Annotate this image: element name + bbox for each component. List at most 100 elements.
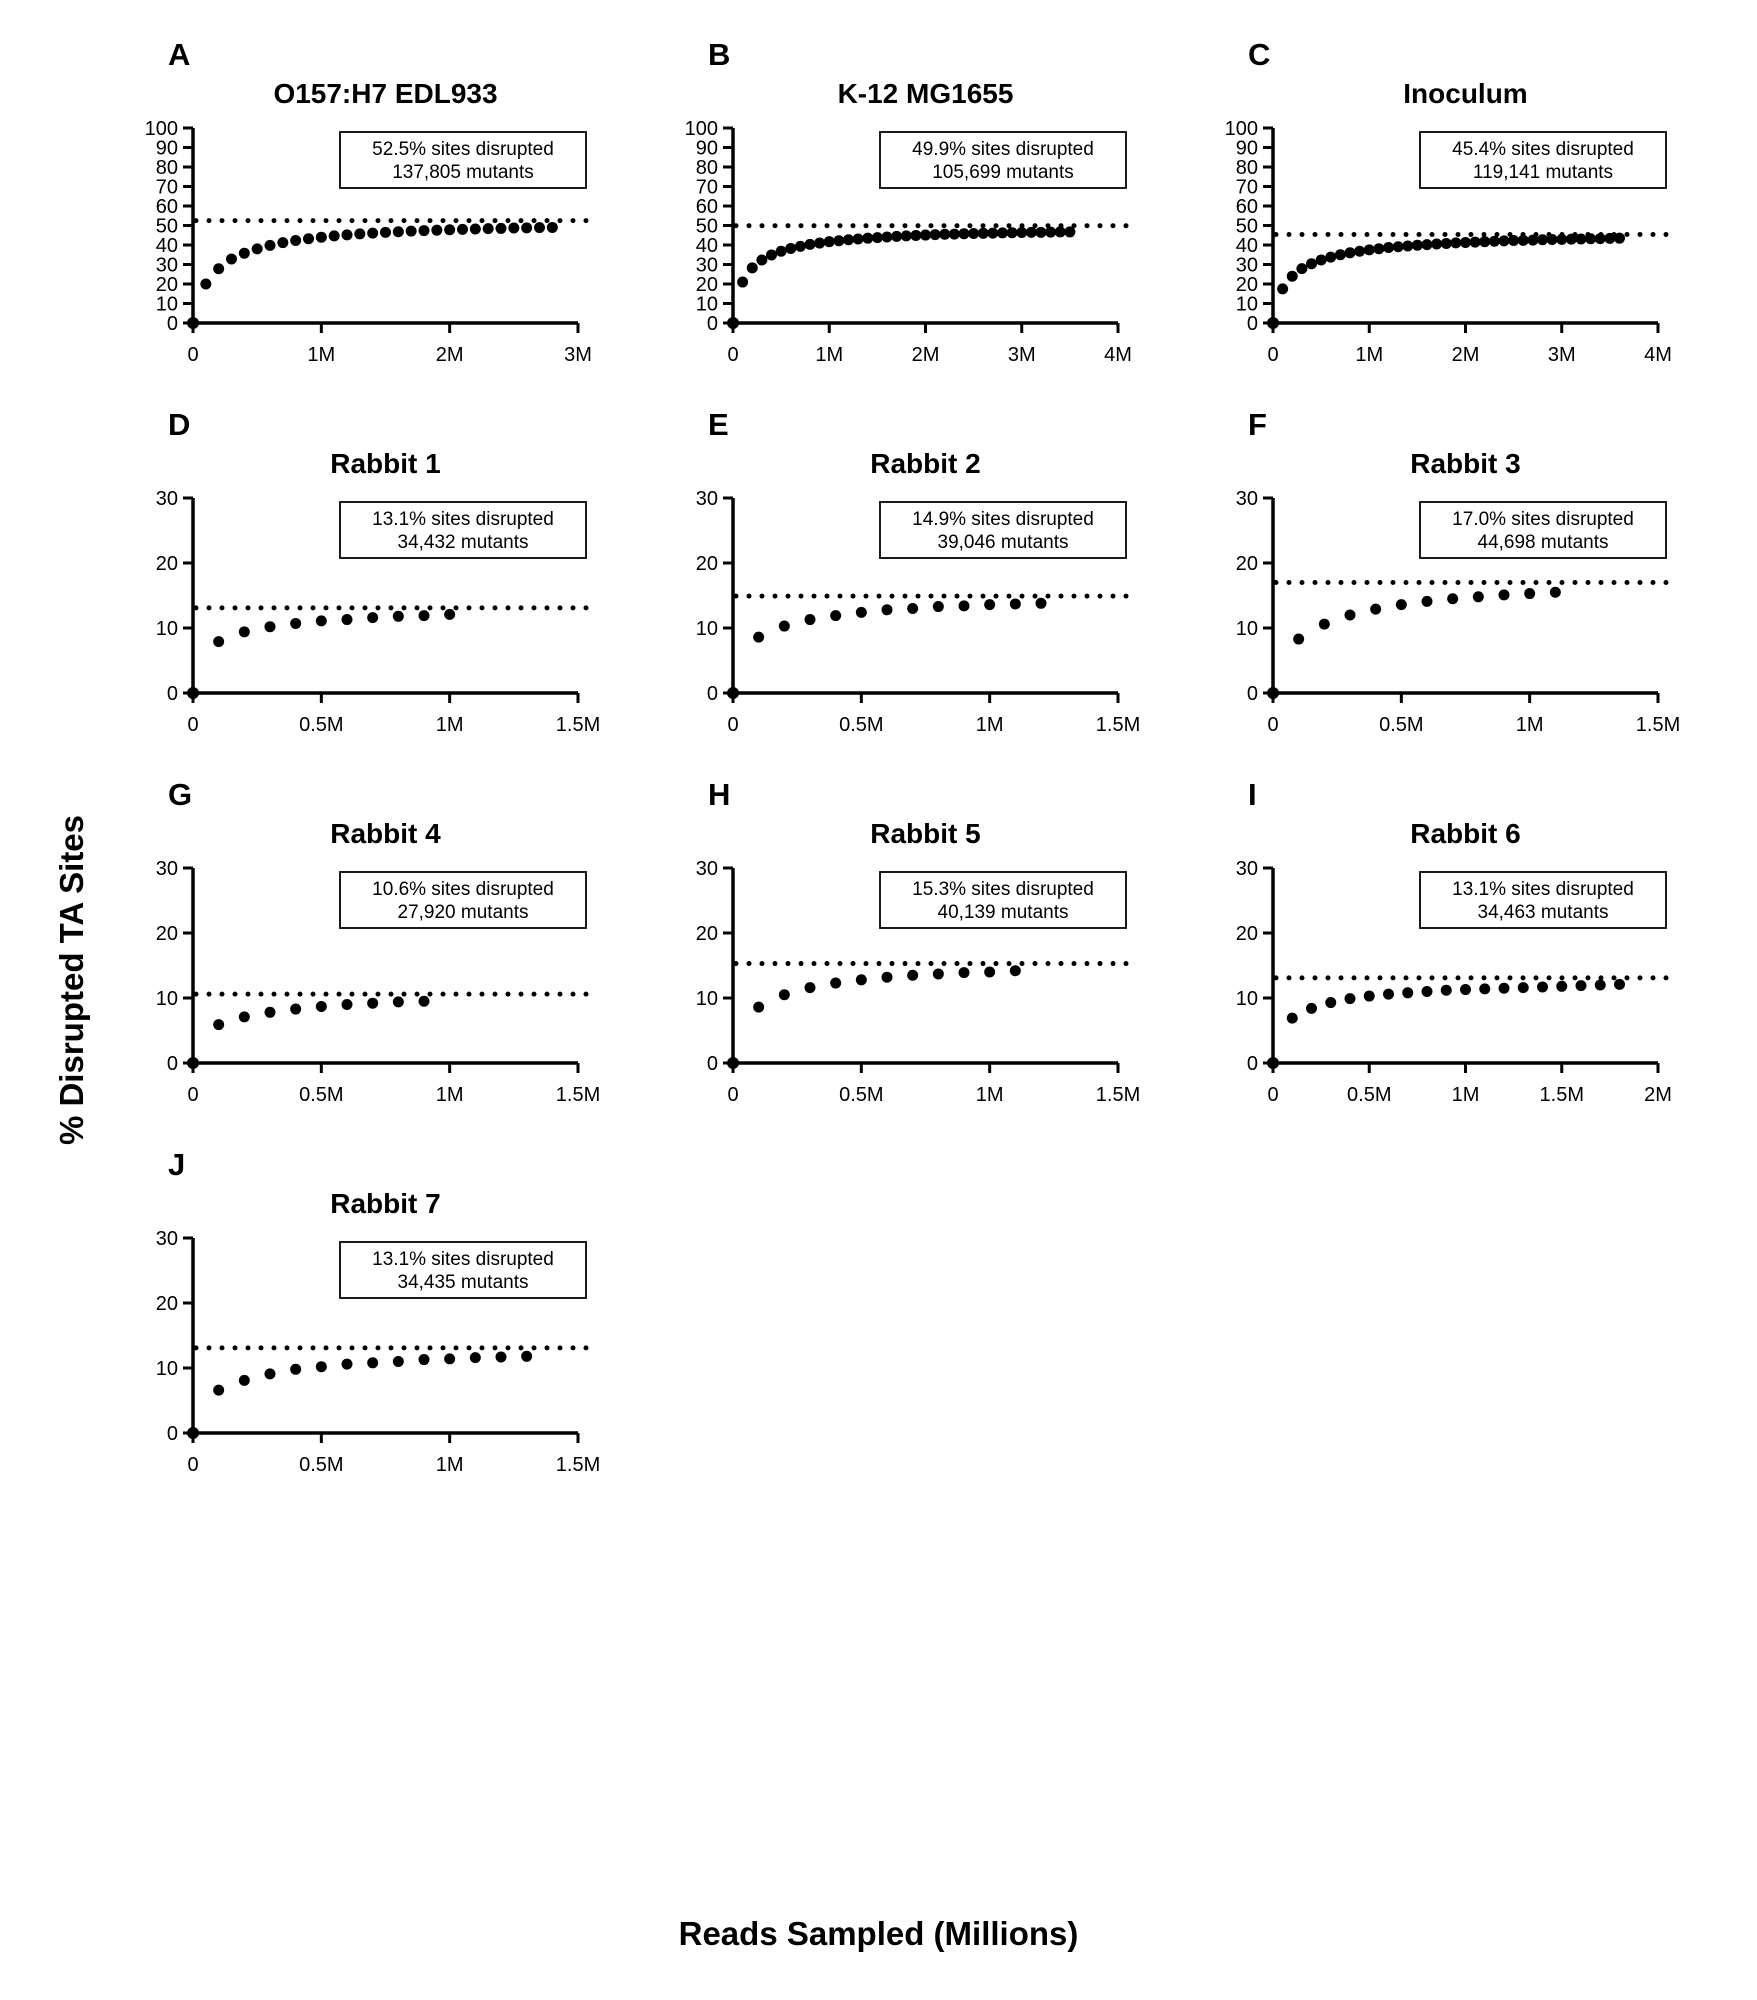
axis-tick-labels: 0 10 20 30 0 0.5M 1M 1.5M — [156, 858, 600, 1106]
y-tick-label: 40 — [696, 235, 718, 257]
annotation-line-2: 44,698 mutants — [1478, 532, 1609, 553]
panel-letter: F — [1248, 407, 1267, 442]
data-points — [1267, 978, 1625, 1069]
panel-title: O157:H7 EDL933 — [273, 78, 498, 109]
panel-title: Inoculum — [1403, 78, 1528, 109]
x-tick-label: 2M — [1644, 1084, 1672, 1106]
x-tick-label: 0.5M — [299, 1084, 343, 1106]
x-tick-label: 0 — [187, 1454, 198, 1476]
data-points — [187, 221, 558, 329]
panel-title: Rabbit 6 — [1410, 818, 1521, 849]
panel-b: B K-12 MG1655 0 10 20 30 40 50 60 70 80 90 100 0 1M 2… — [658, 36, 1198, 374]
y-tick-label: 10 — [1236, 988, 1258, 1010]
panel-title: Rabbit 3 — [1410, 448, 1521, 479]
axis-ticks — [1263, 866, 1660, 1073]
y-tick-label: 20 — [156, 553, 178, 575]
panel-title: Rabbit 5 — [870, 818, 981, 849]
x-tick-label: 2M — [436, 344, 464, 366]
y-tick-label: 80 — [696, 157, 718, 179]
annotation-line-2: 34,435 mutants — [398, 1272, 529, 1293]
panel-f: F Rabbit 3 0 10 20 30 0 0.5M 1M 1.5M 17.0% sites… — [1198, 406, 1738, 744]
x-tick-label: 0.5M — [839, 1084, 883, 1106]
x-tick-label: 0 — [1267, 1084, 1278, 1106]
x-tick-label: 1.5M — [556, 1084, 600, 1106]
panel-title: K-12 MG1655 — [837, 78, 1014, 109]
annotation-line-2: 105,699 mutants — [932, 162, 1074, 183]
scatter-plot-j: 0 10 20 30 0 0.5M 1M 1.5M 13.1% sites disrupted3… — [156, 1228, 600, 1476]
axis-tick-labels: 0 10 20 30 0 0.5M 1M 1.5M — [1236, 488, 1680, 736]
x-tick-label: 1M — [436, 1084, 464, 1106]
y-tick-label: 80 — [156, 157, 178, 179]
x-tick-label: 1.5M — [1540, 1084, 1584, 1106]
y-tick-label: 30 — [696, 858, 718, 880]
panel-title: Rabbit 7 — [330, 1188, 441, 1219]
annotation-line-1: 15.3% sites disrupted — [912, 879, 1094, 900]
annotation-line-1: 17.0% sites disrupted — [1452, 509, 1634, 530]
y-tick-label: 0 — [167, 1423, 178, 1445]
axis-ticks — [1263, 126, 1660, 333]
data-points — [187, 1350, 533, 1439]
x-tick-label: 0 — [727, 714, 738, 736]
y-tick-label: 10 — [156, 1358, 178, 1380]
panel-d: D Rabbit 1 0 10 20 30 0 0.5M 1M 1.5M 13.1% sites… — [118, 406, 658, 744]
scatter-plot-e: 0 10 20 30 0 0.5M 1M 1.5M 14.9% sites disrupted3… — [696, 488, 1140, 736]
y-tick-label: 30 — [1236, 858, 1258, 880]
x-tick-label: 1M — [1452, 1084, 1480, 1106]
panel-letter: D — [168, 407, 191, 442]
annotation-line-1: 45.4% sites disrupted — [1452, 139, 1634, 160]
y-tick-label: 0 — [1247, 683, 1258, 705]
y-tick-label: 10 — [696, 988, 718, 1010]
x-tick-label: 1M — [436, 1454, 464, 1476]
axis-tick-labels: 0 10 20 30 0 0.5M 1M 1.5M — [696, 488, 1140, 736]
x-tick-label: 1M — [976, 714, 1004, 736]
panel-title: Rabbit 4 — [330, 818, 441, 849]
annotation-line-2: 27,920 mutants — [398, 902, 529, 923]
x-tick-label: 0.5M — [1347, 1084, 1391, 1106]
data-points — [727, 597, 1047, 699]
y-tick-label: 30 — [156, 255, 178, 277]
panel-letter: A — [168, 37, 191, 72]
annotation-line-1: 10.6% sites disrupted — [372, 879, 554, 900]
y-tick-label: 0 — [1247, 1053, 1258, 1075]
y-tick-label: 90 — [1236, 138, 1258, 160]
y-tick-label: 90 — [156, 138, 178, 160]
panel-letter: E — [708, 407, 729, 442]
panel-j: J Rabbit 7 0 10 20 30 0 0.5M 1M 1.5M 13.1% sites… — [118, 1146, 658, 1484]
data-points — [1267, 232, 1625, 329]
panel-c: C Inoculum 0 10 20 30 40 50 60 70 80 90 100 0 1M 2M 3M… — [1198, 36, 1738, 374]
axis-ticks — [723, 496, 1120, 703]
y-tick-label: 90 — [696, 138, 718, 160]
x-tick-label: 4M — [1644, 344, 1672, 366]
panel-letter: G — [168, 777, 193, 812]
panel-h: H Rabbit 5 0 10 20 30 0 0.5M 1M 1.5M 15.3% sites… — [658, 776, 1198, 1114]
y-tick-label: 70 — [156, 177, 178, 199]
x-tick-label: 0 — [187, 714, 198, 736]
y-tick-label: 100 — [685, 118, 718, 140]
panel-letter: C — [1248, 37, 1271, 72]
data-points — [727, 965, 1021, 1069]
annotation-line-2: 40,139 mutants — [938, 902, 1069, 923]
x-tick-label: 3M — [1548, 344, 1576, 366]
y-tick-label: 50 — [156, 216, 178, 238]
y-tick-label: 20 — [696, 274, 718, 296]
y-tick-label: 30 — [156, 1228, 178, 1250]
y-tick-label: 0 — [707, 1053, 718, 1075]
x-tick-label: 0.5M — [299, 714, 343, 736]
y-tick-label: 30 — [1236, 488, 1258, 510]
panel-i: I Rabbit 6 0 10 20 30 0 0.5M 1M 1.5M 2M 13.1% sit… — [1198, 776, 1738, 1114]
x-tick-label: 0 — [1267, 714, 1278, 736]
x-tick-label: 1M — [815, 344, 843, 366]
panel-g: G Rabbit 4 0 10 20 30 0 0.5M 1M 1.5M 10.6% sites… — [118, 776, 658, 1114]
y-tick-label: 20 — [156, 1293, 178, 1315]
